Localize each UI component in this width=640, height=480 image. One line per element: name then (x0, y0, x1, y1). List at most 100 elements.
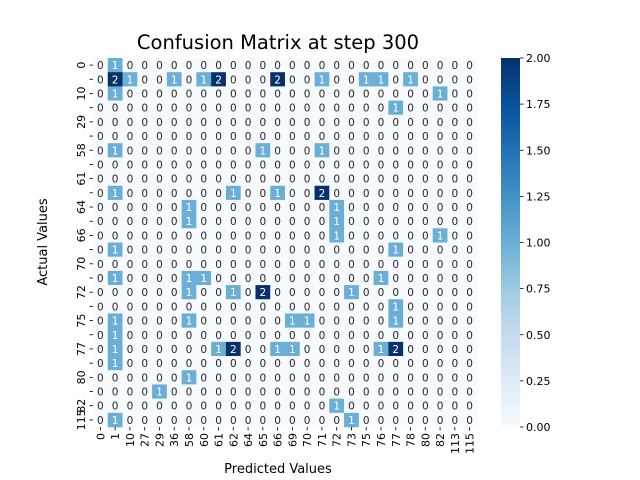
cell-value-label: 1 (112, 273, 119, 285)
heatmap-cell (447, 228, 463, 243)
cell-value-label: 0 (466, 273, 473, 285)
heatmap-cell (299, 157, 315, 172)
cell-value-label: 0 (230, 273, 237, 285)
heatmap-cell (388, 327, 404, 343)
y-axis-label: Actual Values (36, 198, 51, 286)
cell-value-label: 0 (260, 159, 267, 171)
cell-value-label: 0 (333, 415, 340, 427)
cell-value-label: 0 (378, 174, 385, 186)
heatmap-cell (93, 72, 109, 87)
x-tick-label: 77 (390, 433, 403, 447)
cell-value-label: 0 (156, 301, 163, 313)
cell-value-label: 0 (245, 273, 252, 285)
heatmap-cell (403, 58, 419, 73)
heatmap-cell (285, 228, 301, 243)
heatmap-cell (299, 313, 315, 328)
cell-value-label: 0 (141, 358, 148, 370)
heatmap-cell (329, 299, 345, 314)
heatmap-cell (240, 72, 256, 87)
heatmap-cell (403, 86, 419, 101)
heatmap-cell (93, 412, 109, 428)
heatmap-cell (447, 143, 463, 158)
heatmap-cell (388, 114, 404, 130)
cell-value-label: 0 (407, 372, 414, 384)
cell-value-label: 0 (437, 387, 444, 399)
cell-value-label: 0 (407, 159, 414, 171)
cell-value-label: 0 (378, 372, 385, 384)
heatmap-cell (225, 256, 241, 272)
heatmap-cell (388, 171, 404, 187)
cell-value-label: 0 (141, 287, 148, 299)
cell-value-label: 1 (392, 301, 399, 313)
heatmap-cell (344, 285, 360, 300)
cell-value-label: 0 (422, 74, 429, 86)
cell-value-label: 0 (452, 145, 459, 157)
cell-value-label: 0 (200, 245, 207, 257)
heatmap-cell (255, 242, 271, 257)
heatmap-cell (299, 341, 315, 357)
cell-value-label: 1 (348, 287, 355, 299)
cell-value-label: 0 (274, 159, 281, 171)
cell-value-label: 0 (437, 358, 444, 370)
heatmap-cell (240, 228, 256, 243)
heatmap-cell (93, 100, 109, 116)
heatmap-cell (255, 86, 271, 101)
cell-value-label: 1 (333, 230, 340, 242)
cell-value-label: 0 (452, 316, 459, 328)
cell-value-label: 0 (407, 287, 414, 299)
heatmap-cell (122, 370, 138, 385)
cell-value-label: 0 (200, 117, 207, 129)
heatmap-cell (432, 384, 448, 399)
heatmap-cell (373, 370, 389, 385)
heatmap-cell (329, 285, 345, 300)
heatmap-cell (107, 143, 123, 158)
cell-value-label: 0 (422, 88, 429, 100)
heatmap-cell (225, 398, 241, 414)
cell-value-label: 0 (156, 230, 163, 242)
cell-value-label: 0 (97, 287, 104, 299)
heatmap-cell (225, 228, 241, 243)
heatmap-cell (285, 185, 301, 201)
cell-value-label: 0 (127, 159, 134, 171)
heatmap-cell (93, 128, 109, 144)
cell-value-label: 0 (304, 358, 311, 370)
heatmap-cell (255, 270, 271, 286)
cell-value-label: 0 (348, 387, 355, 399)
cell-value-label: 0 (112, 301, 119, 313)
cell-value-label: 0 (97, 344, 104, 356)
heatmap-cell (373, 185, 389, 201)
cell-value-label: 0 (141, 174, 148, 186)
heatmap-cell (447, 299, 463, 314)
heatmap-cell (122, 214, 138, 229)
cell-value-label: 0 (392, 358, 399, 370)
heatmap-cell (107, 72, 123, 87)
cell-value-label: 0 (392, 401, 399, 413)
cell-value-label: 0 (171, 60, 178, 72)
cell-value-label: 0 (407, 131, 414, 143)
heatmap-cell (417, 228, 433, 243)
heatmap-cell (122, 256, 138, 272)
y-tick-label: 82 (75, 399, 88, 413)
cell-value-label: 0 (407, 230, 414, 242)
cell-value-label: 1 (274, 344, 281, 356)
cell-value-label: 0 (378, 301, 385, 313)
heatmap-cell (225, 412, 241, 428)
heatmap-cell (122, 299, 138, 314)
heatmap-cell (344, 299, 360, 314)
heatmap-cell (152, 58, 168, 73)
cell-value-label: 1 (112, 358, 119, 370)
heatmap-cell (403, 356, 419, 371)
heatmap-cell (181, 412, 197, 428)
heatmap-cell (373, 58, 389, 73)
heatmap-cell (240, 299, 256, 314)
heatmap-cell (344, 412, 360, 428)
cell-value-label: 0 (215, 259, 222, 271)
heatmap-cell (447, 114, 463, 130)
heatmap-cell (285, 341, 301, 357)
heatmap-cell (417, 114, 433, 130)
heatmap-cell (270, 398, 286, 414)
heatmap-cell (373, 256, 389, 272)
cell-value-label: 0 (97, 159, 104, 171)
heatmap-cell (122, 341, 138, 357)
cell-value-label: 0 (127, 216, 134, 228)
